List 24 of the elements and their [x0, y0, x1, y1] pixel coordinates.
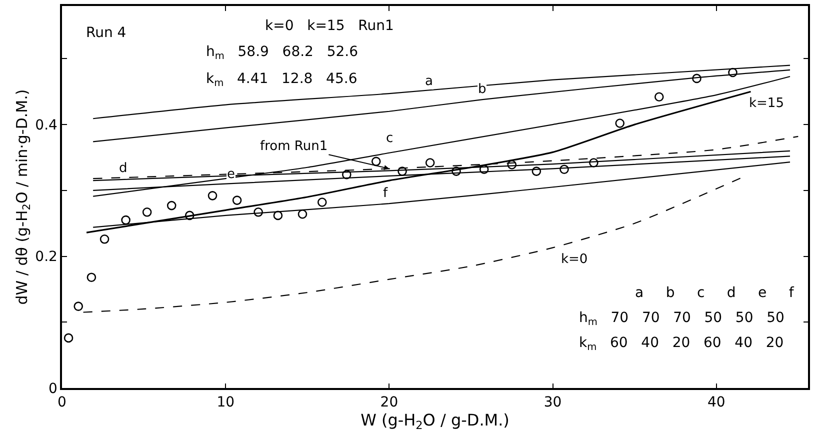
x-tick-label: 10 [216, 394, 235, 411]
series-label: k=0 [561, 252, 588, 267]
annotation: k=0 k=15 Run1 [265, 18, 394, 34]
series-label: d [119, 161, 128, 176]
series-label: from Run1 [260, 139, 328, 154]
series-label: b [478, 82, 486, 97]
annotation: a b c d e f [635, 285, 795, 301]
text: h$_{m}$ 58.9 68.2 52.6 [206, 44, 358, 62]
series-label: f [383, 186, 388, 201]
series-label: c [386, 131, 394, 146]
annotation: Run 4 [86, 25, 126, 41]
x-axis-title: W (g-H$_{2}$O / g-D.M.) [360, 410, 510, 432]
x-tick-label: 20 [380, 394, 398, 411]
series-label: k=15 [749, 96, 784, 111]
text: k$_{m}$ 60 40 20 60 40 20 [579, 335, 784, 353]
y-tick-label: 0.2 [35, 249, 58, 266]
x-tick-label: 40 [707, 394, 726, 411]
series-label: a [425, 74, 433, 89]
text: h$_{m}$ 70 70 70 50 50 50 [579, 310, 784, 328]
y-tick-label: 0.4 [35, 117, 58, 134]
series-label: e [227, 167, 235, 182]
y-tick-label: 0 [48, 380, 58, 397]
text: k$_{m}$ 4.41 12.8 45.6 [206, 71, 358, 89]
x-tick-label: 30 [544, 394, 562, 411]
